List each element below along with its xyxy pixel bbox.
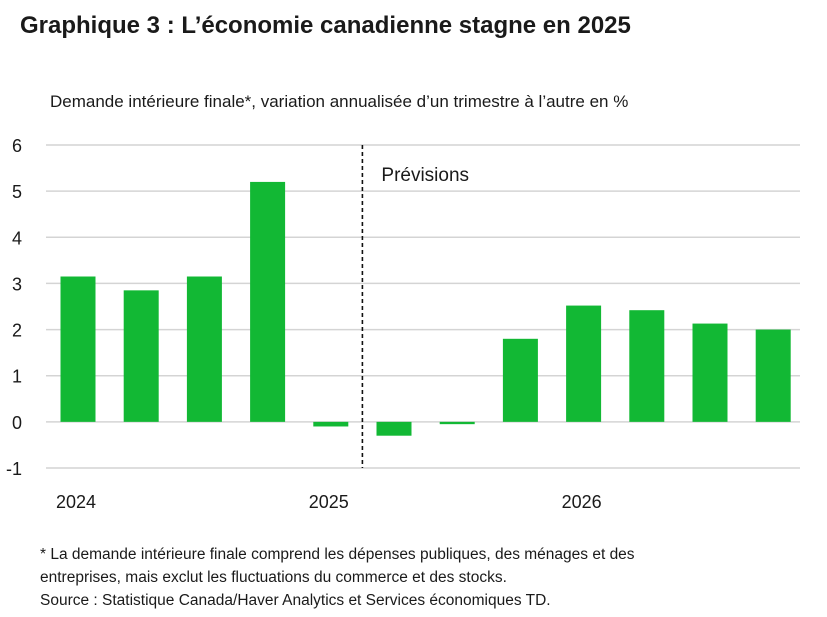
chart-subtitle: Demande intérieure finale*, variation an… — [50, 92, 629, 111]
grid-lines — [46, 144, 800, 469]
bar — [755, 329, 791, 422]
y-tick-label: 3 — [12, 274, 22, 294]
x-tick-label: 2025 — [309, 492, 349, 512]
bar — [186, 276, 222, 422]
bar-chart: 6 5 4 3 2 1 0 -1 2024 2025 2026 Prévisions — [6, 136, 800, 512]
y-tick-label: 0 — [12, 413, 22, 433]
bar — [629, 310, 665, 422]
forecast-annotation: Prévisions — [381, 165, 469, 186]
bar — [123, 290, 159, 422]
bar — [502, 338, 538, 422]
footnote-line-2: entreprises, mais exclut les fluctuation… — [40, 569, 507, 586]
y-tick-label: 5 — [12, 182, 22, 202]
bar — [439, 421, 475, 425]
x-tick-label: 2026 — [562, 492, 602, 512]
bar — [692, 323, 728, 422]
y-tick-label: 1 — [12, 367, 22, 387]
y-tick-label: 4 — [12, 228, 22, 248]
footnote-source: Source : Statistique Canada/Haver Analyt… — [40, 592, 551, 609]
bar — [60, 276, 96, 422]
bar — [566, 305, 602, 422]
y-tick-label: 2 — [12, 321, 22, 341]
chart-title: Graphique 3 : L’économie canadienne stag… — [20, 12, 631, 39]
x-tick-label: 2024 — [56, 492, 96, 512]
y-tick-label: -1 — [6, 459, 22, 479]
footnote-line-1: * La demande intérieure finale comprend … — [40, 546, 635, 563]
footnote: * La demande intérieure finale comprend … — [40, 543, 810, 612]
bars — [60, 181, 791, 436]
bar — [250, 181, 286, 422]
x-axis-labels: 2024 2025 2026 — [56, 492, 602, 512]
y-tick-label: 6 — [12, 136, 22, 156]
y-axis-ticks: 6 5 4 3 2 1 0 -1 — [6, 136, 22, 479]
bar — [376, 421, 412, 436]
bar — [313, 421, 349, 427]
